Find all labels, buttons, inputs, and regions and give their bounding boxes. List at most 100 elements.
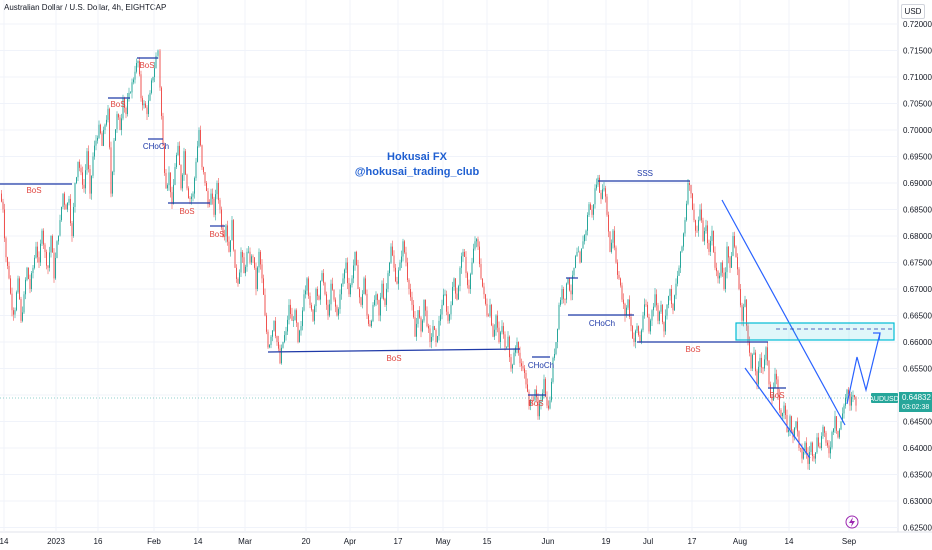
candle xyxy=(43,228,44,249)
candle xyxy=(22,306,23,323)
candle xyxy=(459,266,461,292)
candle-body xyxy=(846,389,848,398)
candle-body xyxy=(645,304,647,306)
candle xyxy=(705,219,707,234)
candle-body xyxy=(747,325,749,342)
candle-body xyxy=(330,283,332,305)
candle-body xyxy=(485,294,486,304)
candle xyxy=(237,277,239,287)
candle xyxy=(560,297,561,307)
candle-body xyxy=(500,332,501,342)
candle xyxy=(816,433,818,454)
candle xyxy=(16,290,17,312)
candle-body xyxy=(291,314,293,321)
candle-body xyxy=(683,233,684,247)
candle-body xyxy=(432,326,434,337)
candle xyxy=(510,353,512,372)
candle xyxy=(524,365,525,379)
candle xyxy=(76,176,77,185)
y-tick-label: 0.71000 xyxy=(903,73,932,82)
candle xyxy=(554,348,555,361)
candle xyxy=(192,191,194,202)
x-tick-label: 17 xyxy=(394,537,403,546)
candle-body xyxy=(530,400,531,406)
y-tick-label: 0.66500 xyxy=(903,312,932,321)
x-tick-label: Aug xyxy=(733,537,747,546)
candle-body xyxy=(765,347,767,360)
candle-body xyxy=(833,428,834,433)
candle xyxy=(284,330,285,344)
candle-body xyxy=(309,296,311,305)
candle xyxy=(464,248,465,258)
candle xyxy=(408,278,410,295)
candle xyxy=(168,166,170,191)
candle xyxy=(593,204,594,221)
candle xyxy=(378,299,380,322)
candle xyxy=(470,272,471,294)
candle xyxy=(632,325,633,339)
candle xyxy=(744,295,746,308)
candle xyxy=(606,193,608,217)
candle-body xyxy=(606,196,608,215)
candle-body xyxy=(803,451,804,459)
arrow-head-icon xyxy=(873,332,881,341)
candle-body xyxy=(416,323,417,337)
candle xyxy=(359,287,360,304)
candle xyxy=(4,203,5,243)
candle xyxy=(103,126,104,147)
candle xyxy=(145,101,146,109)
candle xyxy=(41,228,43,246)
candle xyxy=(31,271,32,292)
candle-body xyxy=(112,171,113,194)
candle-body xyxy=(656,294,657,306)
candle-body xyxy=(644,304,645,316)
grid xyxy=(0,0,898,532)
candle-body xyxy=(200,130,201,146)
candle-body xyxy=(680,251,681,268)
candle-body xyxy=(312,309,314,321)
x-tick-label: 14 xyxy=(194,537,203,546)
candle xyxy=(845,394,846,409)
currency-button[interactable]: USD xyxy=(901,4,925,19)
candle-body xyxy=(282,342,284,348)
candle xyxy=(525,370,527,389)
candle xyxy=(405,246,407,267)
x-tick-label: 19 xyxy=(602,537,611,546)
candle-body xyxy=(14,310,16,315)
candle-body xyxy=(347,262,348,284)
candle xyxy=(443,288,444,306)
candle-body xyxy=(621,285,623,300)
candle xyxy=(728,246,729,264)
candle xyxy=(831,430,833,450)
candle xyxy=(476,237,477,248)
candle xyxy=(837,430,839,439)
candle-body xyxy=(423,299,425,321)
bos-label: BoS xyxy=(26,186,41,195)
candle-body xyxy=(5,238,7,258)
candle-body xyxy=(812,442,813,457)
candle-body xyxy=(121,118,122,130)
candle xyxy=(369,319,371,328)
candle-body xyxy=(348,283,350,295)
candle xyxy=(142,95,143,111)
candle xyxy=(785,402,786,420)
candle-body xyxy=(594,188,596,205)
candle-body xyxy=(455,278,456,294)
candle-body xyxy=(378,300,380,316)
candle xyxy=(830,441,831,459)
candle xyxy=(594,184,596,209)
lightning-icon[interactable] xyxy=(845,515,859,529)
candle-body xyxy=(94,145,95,157)
candle xyxy=(260,250,261,270)
candle-body xyxy=(98,124,100,138)
candle-body xyxy=(186,174,188,189)
candle xyxy=(384,297,386,308)
y-tick-label: 0.72000 xyxy=(903,20,932,29)
candle xyxy=(64,191,65,210)
candle-body xyxy=(219,200,221,210)
candle-body xyxy=(353,265,354,279)
candle-body xyxy=(561,289,563,300)
candle xyxy=(407,257,408,283)
candle-body xyxy=(462,251,464,257)
